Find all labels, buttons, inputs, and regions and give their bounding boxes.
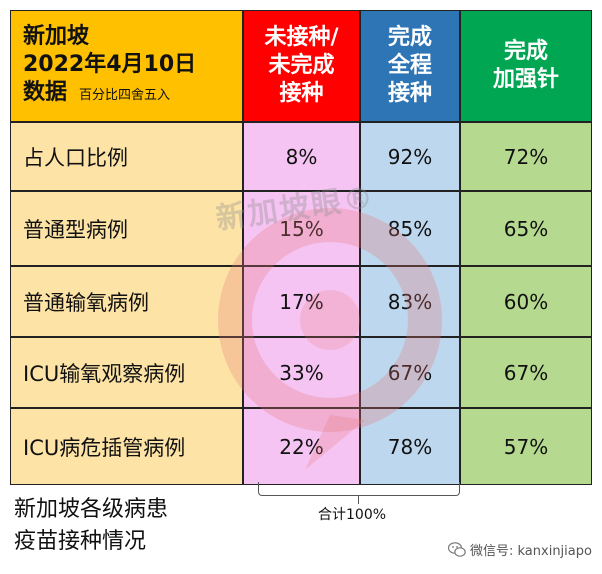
cell-unvaccinated: 22% — [243, 408, 360, 485]
cell-fully-vaccinated: 78% — [360, 408, 460, 485]
cell-unvaccinated: 8% — [243, 122, 360, 191]
title-country: 新加坡 — [23, 23, 90, 49]
row-label: ICU输氧观察病例 — [10, 337, 243, 408]
total-bracket — [258, 482, 460, 496]
cell-fully-vaccinated: 67% — [360, 337, 460, 408]
cell-fully-vaccinated: 83% — [360, 266, 460, 337]
vaccination-table: 新加坡 2022年4月10日 数据 百分比四舍五入 未接种/ 未完成 接种 完成 … — [10, 10, 592, 485]
row-label: 普通型病例 — [10, 191, 243, 266]
cell-boosted: 57% — [460, 408, 592, 485]
cell-boosted: 65% — [460, 191, 592, 266]
wechat-icon — [448, 541, 466, 557]
row-label: 占人口比例 — [10, 122, 243, 191]
cell-boosted: 72% — [460, 122, 592, 191]
cell-unvaccinated: 33% — [243, 337, 360, 408]
cell-unvaccinated: 15% — [243, 191, 360, 266]
cell-fully-vaccinated: 85% — [360, 191, 460, 266]
title-date: 2022年4月10日 — [23, 51, 197, 77]
total-bracket-tick — [358, 496, 359, 504]
total-note: 合计100% — [318, 507, 387, 523]
cell-unvaccinated: 17% — [243, 266, 360, 337]
caption: 新加坡各级病患 疫苗接种情况 — [14, 497, 169, 554]
title-data-row: 数据 百分比四舍五入 — [23, 79, 170, 110]
row-label: 普通输氧病例 — [10, 266, 243, 337]
rounding-note: 百分比四舍五入 — [79, 87, 171, 103]
title-data: 数据 — [23, 79, 68, 105]
header-fully-vaccinated: 完成 全程 接种 — [360, 10, 460, 122]
cell-fully-vaccinated: 92% — [360, 122, 460, 191]
cell-boosted: 60% — [460, 266, 592, 337]
table-title: 新加坡 2022年4月10日 数据 百分比四舍五入 — [10, 10, 243, 122]
wechat-id: 微信号: kanxinjiapo — [448, 540, 592, 559]
header-boosted: 完成 加强针 — [460, 10, 592, 122]
header-unvaccinated: 未接种/ 未完成 接种 — [243, 10, 360, 122]
row-label: ICU病危插管病例 — [10, 408, 243, 485]
cell-boosted: 67% — [460, 337, 592, 408]
wechat-label: 微信号: kanxinjiapo — [470, 544, 592, 559]
